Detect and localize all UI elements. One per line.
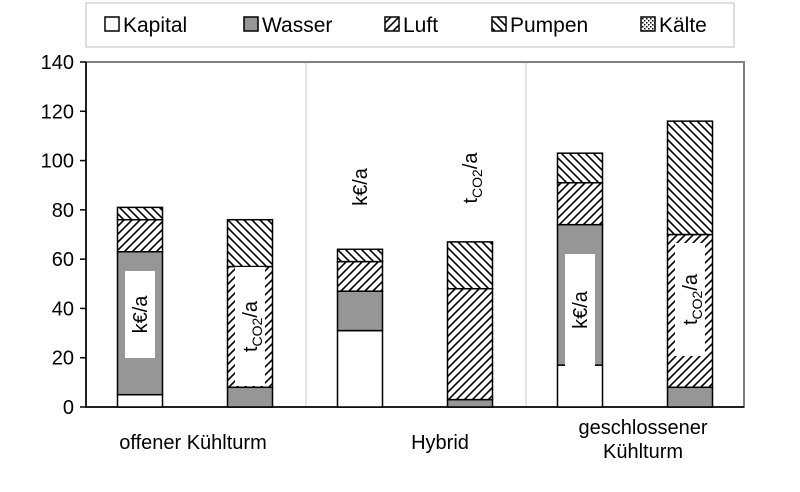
bar-segment-pumpen bbox=[556, 152, 604, 184]
bar-segment-pumpen bbox=[336, 248, 384, 263]
bar-segment-luft bbox=[556, 182, 604, 226]
bar-segment-luft bbox=[116, 218, 164, 253]
bar-segment-pumpen bbox=[226, 218, 274, 268]
y-tick-label: 60 bbox=[52, 249, 74, 271]
bar-segment-wasser bbox=[446, 398, 494, 408]
legend-swatch-kälte bbox=[640, 16, 656, 32]
bar-segment-kapital bbox=[336, 329, 384, 408]
bar-segment-luft bbox=[446, 287, 494, 401]
legend-label-kälte: Kälte bbox=[659, 14, 707, 37]
unit-label-box bbox=[675, 243, 705, 356]
unit-label: k€/a bbox=[350, 167, 372, 206]
legend-label-luft: Luft bbox=[403, 14, 438, 37]
bar-segment-wasser bbox=[666, 386, 714, 408]
x-category-label: Hybrid bbox=[411, 432, 469, 454]
legend-swatch-wasser bbox=[243, 16, 259, 32]
legend-swatch-kapital bbox=[104, 16, 120, 32]
y-tick-label: 20 bbox=[52, 348, 74, 370]
legend-swatch-luft bbox=[384, 16, 400, 32]
x-category-label: offener Kühlturm bbox=[119, 432, 267, 454]
bar-segment-kapital bbox=[116, 393, 164, 408]
unit-label: k€/a bbox=[570, 290, 592, 329]
bar-segment-luft bbox=[336, 260, 384, 292]
unit-label: tCO2/a bbox=[680, 273, 705, 325]
legend: Kapital Wasser Luft Pumpen Kälte bbox=[85, 2, 735, 48]
y-tick-label: 100 bbox=[41, 151, 74, 173]
legend-label-wasser: Wasser bbox=[262, 14, 332, 37]
y-tick-label: 40 bbox=[52, 298, 74, 320]
legend-swatch-pumpen bbox=[491, 16, 507, 32]
legend-box bbox=[85, 2, 735, 48]
bar-segment-pumpen bbox=[666, 120, 714, 236]
unit-label-box bbox=[235, 267, 265, 386]
bar-segment-wasser bbox=[226, 386, 274, 408]
y-tick-label: 0 bbox=[63, 397, 74, 419]
y-tick-label: 140 bbox=[41, 52, 74, 74]
bar-segment-wasser bbox=[336, 290, 384, 332]
plot-frame bbox=[85, 61, 745, 408]
bar-segment-pumpen bbox=[446, 241, 494, 290]
unit-label-box bbox=[565, 254, 595, 366]
y-tick-label: 120 bbox=[41, 101, 74, 123]
x-category-label: Kühlturm bbox=[603, 441, 683, 463]
unit-label: tCO2/a bbox=[240, 300, 265, 352]
bar-segment-pumpen bbox=[116, 206, 164, 221]
bar-segment-kapital bbox=[556, 364, 604, 408]
unit-label: tCO2/a bbox=[460, 152, 485, 204]
x-category-label: geschlossener bbox=[579, 417, 708, 439]
legend-label-pumpen: Pumpen bbox=[510, 14, 588, 37]
legend-label-kapital: Kapital bbox=[123, 14, 187, 37]
plot-area: 0 20 40 60 80 100 120 140 k€/a tCO2/a k€/a tCO2/a k… bbox=[41, 52, 745, 463]
unit-label-box bbox=[125, 271, 155, 358]
unit-label: k€/a bbox=[130, 295, 152, 334]
y-tick-label: 80 bbox=[52, 200, 74, 222]
